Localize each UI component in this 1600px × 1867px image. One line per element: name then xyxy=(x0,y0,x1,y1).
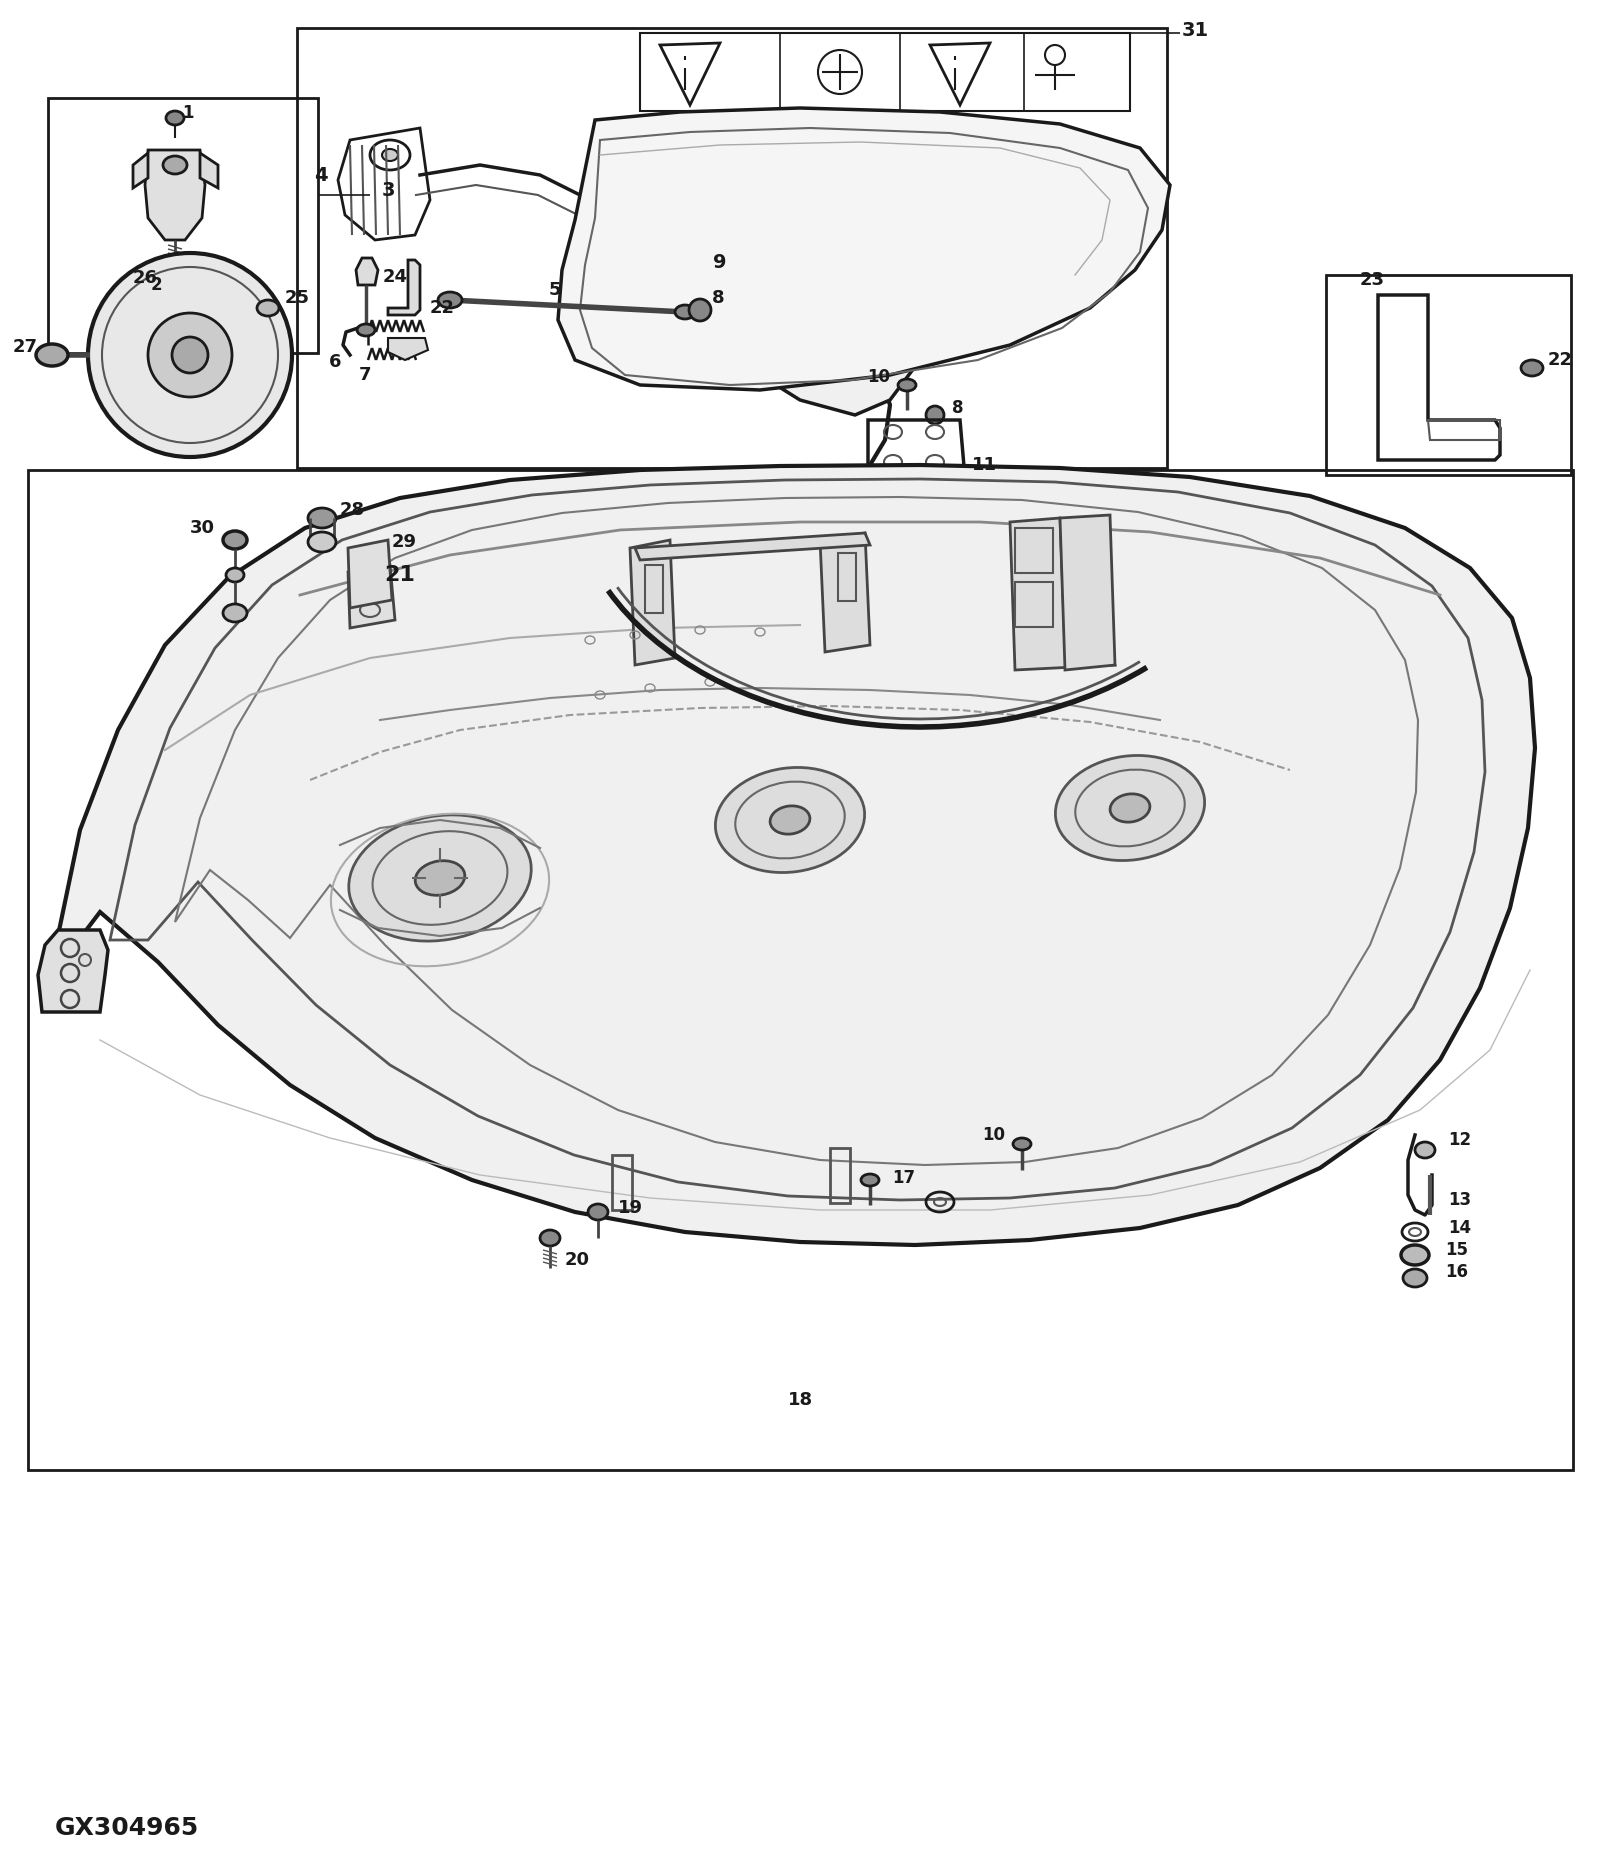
Text: 30: 30 xyxy=(190,519,214,538)
Text: 18: 18 xyxy=(787,1391,813,1410)
Text: 17: 17 xyxy=(893,1169,915,1187)
Ellipse shape xyxy=(926,405,944,424)
Text: 29: 29 xyxy=(392,532,418,551)
Text: 16: 16 xyxy=(1445,1262,1469,1281)
Ellipse shape xyxy=(1402,1245,1429,1266)
Polygon shape xyxy=(38,930,109,1012)
Bar xyxy=(29,470,1573,1469)
Bar xyxy=(1014,528,1053,573)
Text: 4: 4 xyxy=(314,166,328,185)
Polygon shape xyxy=(1010,517,1115,670)
Ellipse shape xyxy=(715,767,864,872)
Text: 24: 24 xyxy=(382,269,408,286)
Text: 8: 8 xyxy=(952,400,963,416)
Bar xyxy=(611,1156,632,1210)
Polygon shape xyxy=(349,540,392,609)
Ellipse shape xyxy=(173,338,208,373)
Text: 7: 7 xyxy=(358,366,371,385)
Text: 3: 3 xyxy=(382,181,395,200)
Ellipse shape xyxy=(690,299,710,321)
Text: GX304965: GX304965 xyxy=(54,1817,200,1841)
Ellipse shape xyxy=(898,379,915,390)
Polygon shape xyxy=(133,153,147,189)
Ellipse shape xyxy=(589,1204,608,1219)
Polygon shape xyxy=(54,465,1534,1245)
Text: 12: 12 xyxy=(1448,1131,1470,1148)
Ellipse shape xyxy=(1110,793,1150,821)
Bar xyxy=(838,553,856,601)
Text: 8: 8 xyxy=(712,289,725,306)
Polygon shape xyxy=(819,532,870,652)
Ellipse shape xyxy=(222,605,246,622)
Ellipse shape xyxy=(166,110,184,125)
Text: 22: 22 xyxy=(1549,351,1573,370)
Bar xyxy=(1014,583,1053,627)
Text: 13: 13 xyxy=(1448,1191,1470,1210)
Ellipse shape xyxy=(770,807,810,835)
Ellipse shape xyxy=(307,508,336,528)
Ellipse shape xyxy=(357,325,374,336)
Text: 20: 20 xyxy=(565,1251,590,1270)
Bar xyxy=(640,34,1130,110)
Polygon shape xyxy=(694,256,930,414)
Polygon shape xyxy=(387,260,419,316)
Bar xyxy=(645,566,662,612)
Text: 1: 1 xyxy=(182,105,194,121)
Polygon shape xyxy=(146,149,205,241)
Polygon shape xyxy=(630,540,675,665)
Text: 19: 19 xyxy=(618,1199,643,1217)
Ellipse shape xyxy=(1414,1143,1435,1158)
Text: 11: 11 xyxy=(973,456,997,474)
Ellipse shape xyxy=(541,1230,560,1245)
Ellipse shape xyxy=(226,568,243,583)
Ellipse shape xyxy=(675,304,694,319)
Text: 9: 9 xyxy=(714,252,726,271)
Ellipse shape xyxy=(88,254,291,457)
Ellipse shape xyxy=(163,157,187,174)
Ellipse shape xyxy=(307,532,336,553)
Ellipse shape xyxy=(1403,1270,1427,1286)
Text: 21: 21 xyxy=(384,566,416,584)
Polygon shape xyxy=(355,258,378,286)
Ellipse shape xyxy=(1056,756,1205,861)
Polygon shape xyxy=(635,532,870,560)
Text: 25: 25 xyxy=(285,289,310,306)
Text: 10: 10 xyxy=(867,368,890,386)
Ellipse shape xyxy=(35,344,67,366)
Polygon shape xyxy=(387,338,429,360)
Text: 15: 15 xyxy=(1445,1242,1469,1258)
Text: 23: 23 xyxy=(1360,271,1386,289)
Ellipse shape xyxy=(416,861,464,896)
Ellipse shape xyxy=(349,814,531,941)
Text: 31: 31 xyxy=(1181,21,1208,39)
Bar xyxy=(48,97,318,353)
Ellipse shape xyxy=(1013,1139,1030,1150)
Text: 2: 2 xyxy=(150,276,162,293)
Text: 5: 5 xyxy=(549,282,562,299)
Text: 26: 26 xyxy=(133,269,157,288)
Text: 14: 14 xyxy=(1448,1219,1470,1238)
Polygon shape xyxy=(558,108,1170,390)
Polygon shape xyxy=(1059,515,1115,670)
Ellipse shape xyxy=(438,291,462,308)
Text: 10: 10 xyxy=(982,1126,1005,1144)
Bar xyxy=(298,28,1166,469)
Ellipse shape xyxy=(147,314,232,398)
Ellipse shape xyxy=(1522,360,1542,375)
Text: 28: 28 xyxy=(339,500,365,519)
Polygon shape xyxy=(349,566,395,627)
Bar xyxy=(1326,274,1571,474)
Polygon shape xyxy=(200,153,218,189)
Text: 6: 6 xyxy=(328,353,341,372)
Ellipse shape xyxy=(258,301,278,316)
Ellipse shape xyxy=(222,530,246,549)
Text: 27: 27 xyxy=(13,338,38,357)
Bar xyxy=(830,1148,850,1202)
Text: 22: 22 xyxy=(430,299,454,317)
Ellipse shape xyxy=(382,149,398,161)
Ellipse shape xyxy=(861,1174,878,1186)
